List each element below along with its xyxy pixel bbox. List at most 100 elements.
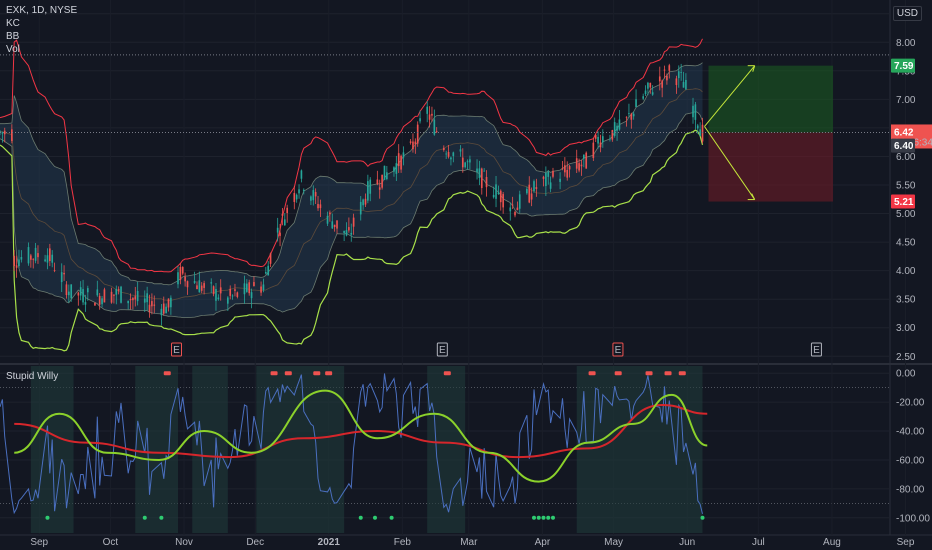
price-tick-label: 8.00 — [896, 38, 916, 49]
osc-highlight-zone — [427, 366, 466, 533]
indicator-bb[interactable]: BB — [6, 31, 20, 42]
time-tick-label: Mar — [460, 537, 478, 548]
candle-body — [367, 181, 369, 201]
candle-body — [212, 286, 215, 295]
candle-body — [253, 282, 255, 287]
price-tag-bg — [891, 58, 915, 73]
candle-body — [685, 79, 687, 90]
candle-body — [480, 168, 483, 189]
candle-body — [115, 288, 118, 295]
candle-body — [117, 289, 120, 291]
candle-body — [630, 113, 633, 120]
earnings-marker-label: E — [615, 345, 622, 356]
indicator-kc[interactable]: KC — [6, 18, 20, 29]
candle-body — [326, 215, 329, 224]
candle-body — [428, 114, 431, 120]
time-tick-label: Oct — [103, 537, 119, 548]
candle-body — [63, 272, 65, 275]
candle-body — [352, 217, 355, 227]
candle-body — [466, 161, 469, 163]
candle-body — [414, 141, 417, 145]
symbol-title[interactable]: EXK, 1D, NYSE — [6, 5, 78, 16]
candle-body — [547, 171, 550, 177]
candle-body — [393, 167, 395, 172]
candle-body — [345, 230, 348, 236]
candle-body — [644, 90, 647, 95]
candle-body — [269, 253, 272, 264]
oversold-dot — [159, 515, 164, 520]
candle-body — [215, 289, 217, 301]
candle-body — [302, 189, 305, 192]
candle-body — [412, 141, 414, 150]
candle-body — [642, 96, 645, 99]
price-tag-value: 7.59 — [894, 61, 914, 72]
candle-body — [143, 298, 146, 303]
candle-body — [578, 163, 580, 171]
down-arrow — [704, 126, 756, 200]
candle-body — [535, 187, 538, 190]
candle-body — [333, 224, 336, 228]
candle-body — [165, 306, 167, 314]
candle-body — [203, 283, 205, 288]
candle-body — [514, 211, 516, 216]
candle-body — [530, 193, 533, 200]
indicator-vol[interactable]: Vol — [6, 44, 20, 55]
candle-body — [32, 258, 35, 260]
candle-body — [132, 298, 134, 301]
candle-body — [492, 194, 495, 198]
price-tags: 7.596.4204:06:346.405.21 — [891, 58, 932, 209]
candle-body — [632, 113, 635, 117]
candle-body — [3, 130, 6, 135]
candle-body — [267, 265, 270, 276]
candle-body — [397, 153, 400, 167]
candle-body — [236, 292, 239, 297]
candle-body — [27, 247, 30, 264]
candle-body — [243, 283, 246, 295]
candle-body — [395, 163, 398, 174]
time-axis[interactable]: Sep Oct Nov Dec 2021 Feb Mar Apr May Jun Jul Aug Sep — [30, 537, 914, 548]
candle-body — [179, 266, 182, 280]
candle-body — [383, 165, 386, 180]
candle-body — [331, 221, 334, 229]
candle-body — [167, 298, 170, 308]
candle-body — [98, 295, 101, 305]
oscillator-axis[interactable]: 0.00 -20.00 -40.00 -60.00 -80.00 -100.00 — [896, 369, 930, 525]
candle-body — [499, 190, 502, 203]
oversold-dot — [389, 515, 394, 520]
candle-body — [580, 164, 583, 167]
candle-body — [583, 154, 585, 159]
time-tick-label: Sep — [30, 537, 48, 548]
candle-body — [497, 192, 500, 194]
price-tick-label: 3.50 — [896, 295, 916, 306]
candle-body — [663, 69, 666, 71]
candle-body — [162, 303, 165, 314]
candle-body — [386, 172, 388, 180]
candle-body — [67, 291, 70, 296]
candle-body — [459, 149, 462, 152]
candle-body — [231, 295, 234, 297]
overbought-dot — [270, 371, 278, 376]
candle-body — [599, 142, 602, 148]
currency-label[interactable]: USD — [892, 6, 922, 21]
candle-body — [528, 184, 531, 203]
candle-body — [86, 288, 89, 293]
candle-body — [30, 255, 32, 260]
candle-body — [198, 280, 201, 293]
candle-body — [136, 291, 139, 302]
candle-body — [677, 71, 680, 79]
candle-body — [694, 104, 697, 120]
candle-body — [616, 125, 618, 131]
candle-body — [37, 253, 39, 258]
candle-body — [276, 227, 279, 233]
candle-body — [260, 286, 262, 293]
candle-body — [483, 170, 485, 172]
oscillator-legend[interactable]: Stupid Willy — [6, 371, 59, 382]
candle-body — [450, 157, 452, 160]
earnings-marker-label: E — [173, 345, 180, 356]
overbought-dot — [163, 371, 171, 376]
candlesticks — [0, 63, 704, 326]
position-tool[interactable] — [0, 54, 890, 202]
osc-highlight-zone — [256, 366, 345, 533]
